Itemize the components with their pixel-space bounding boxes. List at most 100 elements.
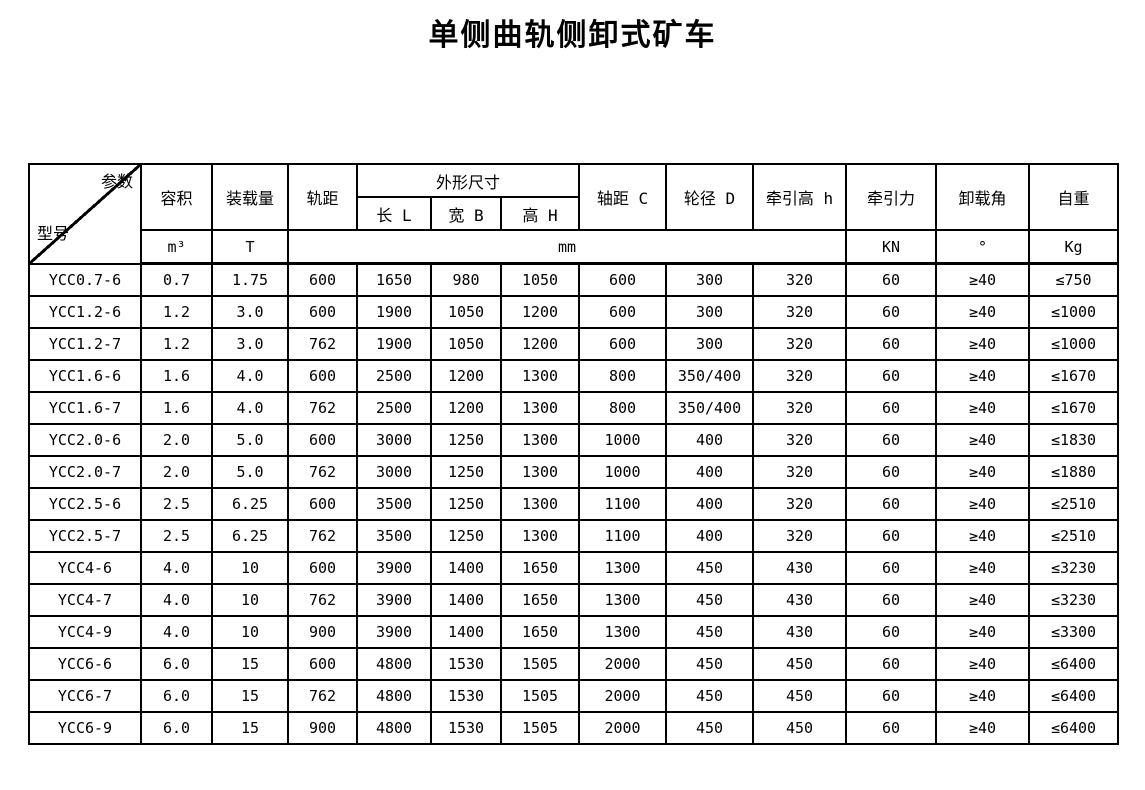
value-cell: 300 [665,262,755,297]
value-cell: 15 [211,647,289,681]
model-cell: YCC2.5-6 [28,487,142,521]
value-cell: 60 [845,647,938,681]
value-cell: 1250 [430,423,502,457]
value-cell: 4.0 [140,551,213,585]
value-cell: ≥40 [935,327,1031,361]
table-row: YCC2.5-6 2.5 6.25 600 3500 1250 1300 1100 400 320… [28,487,1120,521]
value-cell: 60 [845,327,938,361]
value-cell: 320 [752,487,848,521]
value-cell: 3900 [356,615,432,649]
value-cell: 1250 [430,455,502,489]
value-cell: 1300 [578,583,668,617]
value-cell: 1050 [499,262,581,297]
value-cell: 1000 [578,455,668,489]
header-deadweight: 自重 [1028,163,1120,231]
value-cell: 10 [211,551,289,585]
value-cell: 450 [752,647,848,681]
value-cell: 1530 [430,679,502,713]
value-cell: ≥40 [935,679,1031,713]
model-cell: YCC1.2-7 [28,327,142,361]
value-cell: 1300 [499,359,581,393]
value-cell: 600 [578,295,668,329]
value-cell: 762 [287,391,358,425]
model-cell: YCC6-7 [28,679,142,713]
value-cell: 60 [845,615,938,649]
value-cell: 15 [211,679,289,713]
value-cell: 762 [287,519,358,553]
value-cell: 4.0 [211,359,289,393]
value-cell: ≤1880 [1028,455,1120,489]
model-cell: YCC4-9 [28,615,142,649]
value-cell: 320 [752,262,848,297]
value-cell: ≤1000 [1028,295,1120,329]
value-cell: 60 [845,455,938,489]
value-cell: 15 [211,711,289,745]
value-cell: 1900 [356,327,432,361]
value-cell: 320 [752,391,848,425]
value-cell: 2.0 [140,455,213,489]
header-unload-angle: 卸载角 [935,163,1031,231]
model-cell: YCC6-6 [28,647,142,681]
value-cell: 60 [845,679,938,713]
unit-unload-angle: ° [935,229,1031,265]
header-traction-force: 牵引力 [845,163,938,231]
table-row: YCC6-9 6.0 15 900 4800 1530 1505 2000 450 450 60 ≥4… [28,711,1120,745]
value-cell: 3500 [356,487,432,521]
value-cell: 5.0 [211,423,289,457]
value-cell: ≥40 [935,295,1031,329]
value-cell: 60 [845,359,938,393]
value-cell: 1300 [578,551,668,585]
value-cell: 1250 [430,487,502,521]
model-cell: YCC2.0-7 [28,455,142,489]
value-cell: 900 [287,711,358,745]
value-cell: 450 [752,711,848,745]
value-cell: 1050 [430,327,502,361]
unit-traction-force: KN [845,229,938,265]
value-cell: 1.6 [140,391,213,425]
value-cell: 762 [287,455,358,489]
table-row: YCC1.6-7 1.6 4.0 762 2500 1200 1300 800 350/400 3… [28,391,1120,425]
table-row: YCC2.0-7 2.0 5.0 762 3000 1250 1300 1000 400 320 6… [28,455,1120,489]
value-cell: 6.0 [140,647,213,681]
value-cell: ≥40 [935,583,1031,617]
table-row: YCC2.0-6 2.0 5.0 600 3000 1250 1300 1000 400 320 6… [28,423,1120,457]
value-cell: 1505 [499,711,581,745]
value-cell: 450 [752,679,848,713]
value-cell: 1050 [430,295,502,329]
model-cell: YCC1.2-6 [28,295,142,329]
value-cell: ≥40 [935,711,1031,745]
value-cell: 60 [845,519,938,553]
value-cell: 2.0 [140,423,213,457]
value-cell: ≤6400 [1028,711,1120,745]
table-row: YCC4-7 4.0 10 762 3900 1400 1650 1300 450 430 60 ≥4… [28,583,1120,617]
header-traction-height: 牵引高 h [752,163,848,231]
value-cell: 320 [752,295,848,329]
value-cell: 5.0 [211,455,289,489]
value-cell: 1000 [578,423,668,457]
value-cell: 60 [845,423,938,457]
table-row: YCC6-7 6.0 15 762 4800 1530 1505 2000 450 450 60 ≥4… [28,679,1120,713]
header-row-1: 参数 型号 容积 装载量 轨距 外形尺寸 轴距 C 轮径 D 牵引高 h 牵引力… [28,163,1120,265]
value-cell: 430 [752,551,848,585]
value-cell: 3000 [356,423,432,457]
table-row: YCC1.6-6 1.6 4.0 600 2500 1200 1300 800 350/400 3… [28,359,1120,393]
table-row: YCC2.5-7 2.5 6.25 762 3500 1250 1300 1100 400 320… [28,519,1120,553]
value-cell: 600 [287,487,358,521]
value-cell: 600 [578,262,668,297]
value-cell: ≤3300 [1028,615,1120,649]
value-cell: 6.0 [140,679,213,713]
value-cell: 762 [287,327,358,361]
model-cell: YCC6-9 [28,711,142,745]
value-cell: 1300 [499,391,581,425]
page-title: 单侧曲轨侧卸式矿车 [428,18,717,53]
header-width: 宽 B [430,196,502,231]
value-cell: ≥40 [935,262,1031,297]
value-cell: 1200 [499,327,581,361]
model-cell: YCC1.6-6 [28,359,142,393]
value-cell: 300 [665,295,755,329]
value-cell: 0.7 [140,262,213,297]
value-cell: 450 [665,647,755,681]
value-cell: 1650 [499,551,581,585]
value-cell: ≤3230 [1028,551,1120,585]
